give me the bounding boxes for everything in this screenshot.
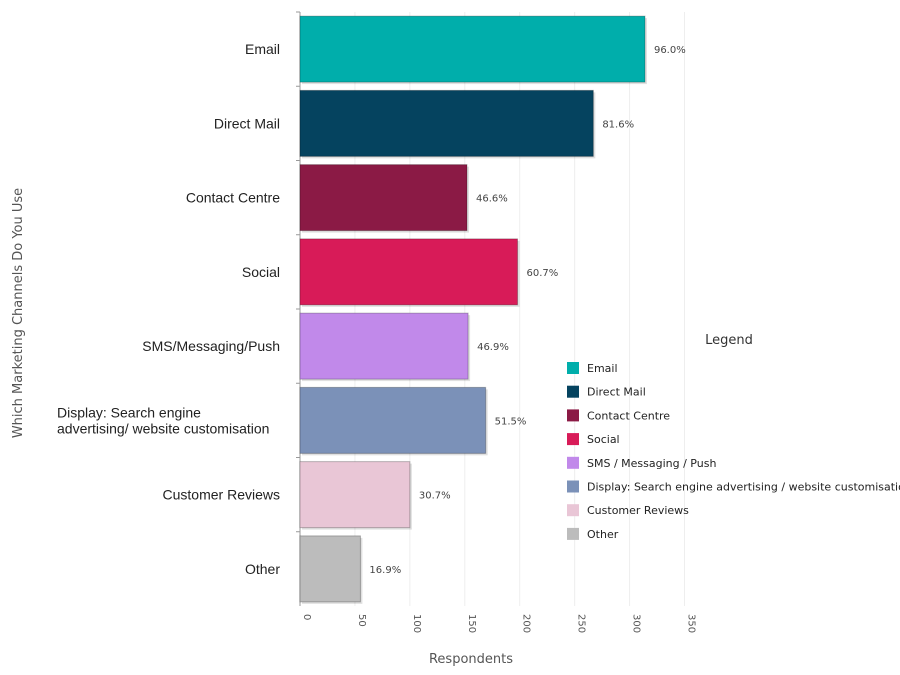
legend-label-contact-centre: Contact Centre <box>587 409 670 422</box>
data-label-direct-mail: 81.6% <box>602 119 634 130</box>
legend-swatch-direct-mail <box>567 385 579 398</box>
data-label-other: 16.9% <box>369 565 401 576</box>
y-axis-title: Which Marketing Channels Do You Use <box>11 188 26 438</box>
bar-direct-mail <box>299 89 594 157</box>
legend-swatch-other <box>567 527 579 540</box>
x-tick-label-200: 200 <box>521 614 532 633</box>
legend-label-email: Email <box>587 362 618 375</box>
category-label-sms-messaging-push: SMS/Messaging/Push <box>142 338 280 354</box>
bar-customer-reviews <box>299 461 411 529</box>
data-label-email: 96.0% <box>654 45 686 56</box>
category-label-social: Social <box>242 264 280 280</box>
category-label-line: Display: Search engine <box>57 404 201 420</box>
data-label-display-search-engine-advertising-website-customisation: 51.5% <box>495 416 527 427</box>
category-label-email: Email <box>245 41 280 57</box>
data-label-customer-reviews: 30.7% <box>419 491 451 502</box>
legend-items: Email Direct Mail Contact Centre Social SMS … <box>567 362 900 541</box>
legend-swatch-email <box>567 362 579 374</box>
category-label-contact-centre: Contact Centre <box>186 190 280 206</box>
data-label-sms-messaging-push: 46.9% <box>477 342 509 353</box>
legend-label-social: Social <box>587 433 620 446</box>
data-label-contact-centre: 46.6% <box>476 194 508 205</box>
legend-label-other: Other <box>587 528 619 541</box>
x-tick-label-0: 0 <box>301 614 312 620</box>
legend-label-display-search-engine-advertising-website-customisation: Display: Search engine advertising / web… <box>587 481 900 494</box>
data-label-social: 60.7% <box>527 268 559 279</box>
x-axis-title: Respondents <box>429 652 513 667</box>
bars: 96.0% 81.6% 46.6% 60.7% 46.9% 51.5% 30.7% 16.9% <box>296 11 686 604</box>
legend: Legend Email Direct Mail Contact Centre Soc… <box>567 333 900 541</box>
x-tick-label-150: 150 <box>466 614 477 633</box>
bar-sms-messaging-push <box>299 312 469 380</box>
legend-swatch-contact-centre <box>567 409 579 422</box>
x-tick-labels: 0 50 100 150 200 250 300 350 <box>301 614 697 633</box>
legend-swatch-social <box>567 433 579 446</box>
category-label-customer-reviews: Customer Reviews <box>163 487 280 503</box>
category-label-line: advertising/ website customisation <box>57 420 269 436</box>
x-tick-label-300: 300 <box>631 614 642 633</box>
bar-contact-centre <box>299 164 468 232</box>
x-tick-label-250: 250 <box>576 614 587 633</box>
legend-title: Legend <box>705 333 753 348</box>
category-label-other: Other <box>245 561 280 577</box>
bar-email <box>299 15 646 83</box>
category-label-display-search-engine-advertising-website-customisation: Display: Search engine advertising/ websi… <box>57 404 269 436</box>
legend-label-direct-mail: Direct Mail <box>587 386 646 399</box>
legend-swatch-display-search-engine-advertising-website-customisation <box>567 480 579 493</box>
category-labels: Email Direct Mail Contact Centre Social SMS/… <box>57 41 280 577</box>
legend-swatch-customer-reviews <box>567 504 579 517</box>
legend-label-sms-messaging-push: SMS / Messaging / Push <box>587 457 716 470</box>
bar-other <box>299 535 361 603</box>
bar-display-search-engine-advertising-website-customisation <box>299 386 487 454</box>
bar-social <box>299 238 519 306</box>
x-tick-label-350: 350 <box>686 614 697 633</box>
legend-swatch-sms-messaging-push <box>567 456 579 469</box>
legend-label-customer-reviews: Customer Reviews <box>587 504 689 517</box>
x-tick-label-100: 100 <box>411 614 422 633</box>
x-tick-label-50: 50 <box>356 614 367 627</box>
category-label-direct-mail: Direct Mail <box>214 115 280 131</box>
